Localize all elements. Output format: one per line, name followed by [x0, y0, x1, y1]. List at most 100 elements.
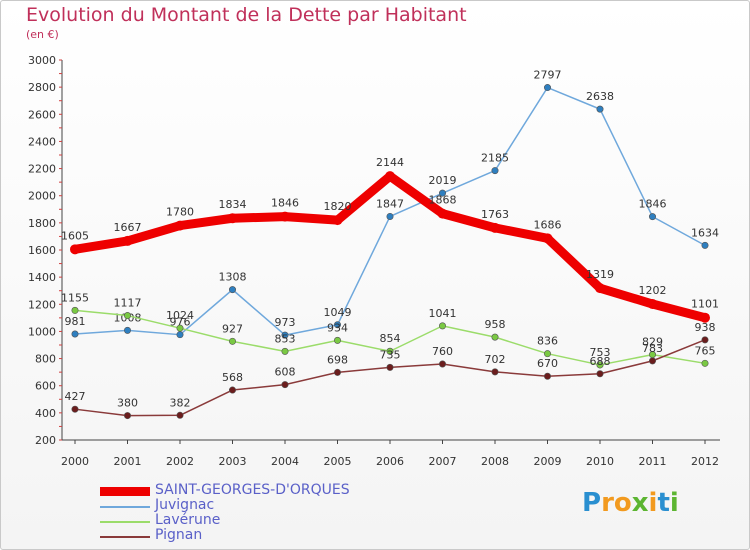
data-label: 765: [695, 344, 716, 357]
data-point: [280, 211, 290, 222]
data-label: 1763: [481, 208, 509, 221]
data-label: 698: [327, 353, 348, 366]
data-label: 1834: [219, 198, 247, 211]
data-label: 1155: [61, 291, 89, 304]
data-point: [648, 213, 656, 221]
x-tick-label: 2004: [271, 455, 299, 468]
data-point: [229, 286, 237, 294]
logo-letter: t: [657, 488, 670, 518]
data-label: 2185: [481, 152, 509, 165]
data-point: [124, 326, 132, 334]
data-label: 608: [275, 366, 296, 379]
chart-subtitle: (en €): [26, 28, 59, 41]
data-point: [385, 171, 395, 182]
data-label: 836: [537, 335, 558, 348]
x-tick-label: 2010: [586, 455, 614, 468]
data-label: 1820: [324, 200, 352, 213]
data-label: 958: [485, 318, 506, 331]
data-label: 976: [170, 316, 191, 329]
data-label: 2019: [429, 174, 457, 187]
data-label: 1780: [166, 206, 194, 219]
data-point: [490, 222, 500, 233]
y-tick-label: 600: [35, 380, 56, 393]
y-tick-label: 1400: [28, 271, 56, 284]
data-point: [122, 235, 133, 246]
y-tick-label: 2400: [28, 135, 56, 148]
data-point: [647, 299, 658, 310]
data-point: [386, 347, 394, 355]
logo-letter: P: [582, 488, 602, 518]
data-point: [71, 405, 79, 413]
data-label: 1024: [166, 309, 194, 322]
data-point: [229, 386, 237, 394]
proxiti-logo: Proxiti: [582, 488, 679, 518]
legend-label: Lavérune: [155, 512, 221, 528]
data-point: [124, 312, 132, 320]
x-tick-label: 2000: [61, 455, 89, 468]
data-label: 1605: [61, 229, 89, 242]
data-label: 1846: [639, 198, 667, 211]
data-point: [701, 241, 709, 249]
data-point: [281, 347, 289, 355]
data-point: [386, 363, 394, 371]
data-label: 1868: [429, 194, 457, 207]
data-label: 853: [275, 332, 296, 345]
legend-swatch: [100, 505, 150, 508]
data-label: 1319: [586, 268, 614, 281]
data-label: 1049: [324, 306, 352, 319]
data-label: 981: [65, 315, 86, 328]
data-point: [386, 212, 394, 220]
data-point: [333, 321, 341, 329]
data-label: 382: [170, 396, 191, 409]
y-tick-label: 2000: [28, 190, 56, 203]
data-point: [333, 368, 341, 376]
data-label: 735: [380, 348, 401, 361]
data-point: [176, 324, 184, 332]
y-tick-label: 1600: [28, 244, 56, 257]
legend-label: Pignan: [155, 527, 203, 543]
y-tick-label: 1000: [28, 325, 56, 338]
data-point: [332, 215, 343, 226]
data-label: 938: [695, 321, 716, 334]
legend-label: SAINT-GEORGES-D'ORQUES: [155, 482, 350, 498]
y-tick-label: 3000: [28, 54, 56, 67]
data-point: [543, 350, 551, 358]
data-point: [71, 330, 79, 338]
data-point: [281, 331, 289, 339]
logo-letter: i: [669, 488, 679, 518]
logo-letter: i: [648, 488, 658, 518]
data-point: [595, 283, 605, 294]
data-label: 760: [432, 345, 453, 358]
y-tick-label: 800: [35, 353, 56, 366]
y-tick-label: 1800: [28, 217, 56, 230]
logo-letter: r: [601, 488, 614, 518]
data-point: [71, 306, 79, 314]
y-tick-label: 2600: [28, 108, 56, 121]
data-point: [596, 105, 604, 113]
data-label: 753: [590, 346, 611, 359]
data-point: [596, 361, 604, 369]
data-label: 1041: [429, 307, 457, 320]
data-point: [701, 359, 709, 367]
data-point: [175, 220, 185, 231]
data-point: [70, 244, 80, 255]
x-tick-label: 2005: [324, 455, 352, 468]
data-point: [543, 372, 551, 380]
data-label: 829: [642, 336, 663, 349]
data-label: 670: [537, 357, 558, 370]
logo-letter: o: [613, 488, 632, 518]
data-point: [438, 189, 446, 197]
x-tick-label: 2008: [481, 455, 509, 468]
data-label: 1846: [271, 197, 299, 210]
data-point: [176, 331, 184, 339]
x-tick-label: 2006: [376, 455, 404, 468]
data-label: 1101: [691, 298, 719, 311]
data-point: [596, 370, 604, 378]
data-point: [176, 411, 184, 419]
data-label: 1117: [114, 297, 142, 310]
chart-title: Evolution du Montant de la Dette par Hab…: [26, 4, 467, 26]
data-point: [438, 360, 446, 368]
x-tick-label: 2003: [219, 455, 247, 468]
data-label: 1686: [534, 218, 562, 231]
